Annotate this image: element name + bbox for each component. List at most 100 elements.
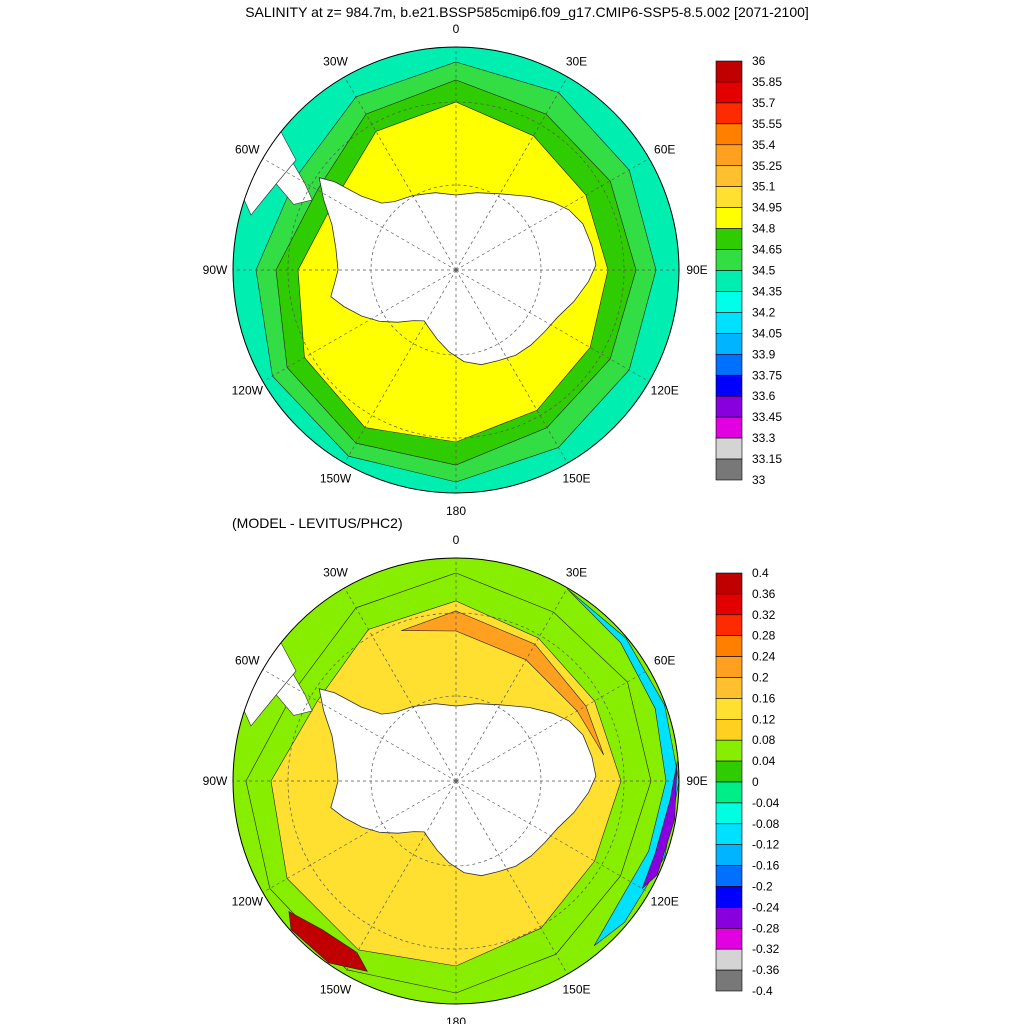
colorbar-label: -0.24 xyxy=(752,900,780,914)
meridian-line xyxy=(344,780,457,975)
longitude-label: 90W xyxy=(203,263,228,277)
colorbar-label: -0.04 xyxy=(752,796,780,810)
colorbar-swatch xyxy=(715,635,743,657)
colorbar-swatch xyxy=(715,907,743,929)
colorbar-swatch xyxy=(715,60,743,83)
colorbar-label: 34.95 xyxy=(752,201,782,215)
colorbar-label: 35.55 xyxy=(752,117,782,131)
longitude-label: 150W xyxy=(320,472,352,486)
salinity-map: 0 30E 60E 90E 120E 150E 180 150W 120W 90W 60W 30W xyxy=(203,22,708,518)
colorbar-swatch xyxy=(715,948,743,971)
map-border xyxy=(232,46,680,494)
longitude-label: 0 xyxy=(453,533,460,547)
colorbar-label: 33.45 xyxy=(752,410,782,424)
colorbar-label: 35.25 xyxy=(752,159,782,173)
colorbar-swatch xyxy=(715,614,743,636)
colorbar-swatch xyxy=(715,823,743,845)
colorbar-label: 0.08 xyxy=(752,733,776,747)
longitude-label: 60E xyxy=(654,654,675,668)
colorbar-label: 0.16 xyxy=(752,691,776,705)
meridian-line xyxy=(455,669,650,782)
longitude-label: 30W xyxy=(323,565,348,579)
colorbar-swatch xyxy=(715,270,743,292)
colorbar-swatch xyxy=(715,144,743,167)
longitude-label: 120E xyxy=(651,895,679,909)
colorbar-label: -0.12 xyxy=(752,838,780,852)
figure-title: SALINITY at z= 984.7m, b.e21.BSSP585cmip… xyxy=(245,4,809,20)
longitude-label: 150E xyxy=(562,472,590,486)
meridian-line xyxy=(455,76,568,271)
colorbar-label: 0.4 xyxy=(752,566,769,580)
meridian-line xyxy=(344,76,457,271)
colorbar-swatch xyxy=(715,865,743,887)
colorbar-swatch xyxy=(715,593,743,616)
colorbar-label: 34.8 xyxy=(752,222,776,236)
colorbar-swatch xyxy=(715,102,743,125)
colorbar-label: 0.36 xyxy=(752,587,776,601)
colorbar-label: 0.2 xyxy=(752,671,769,685)
colorbar-label: 33.15 xyxy=(752,452,782,466)
meridian-line xyxy=(455,780,650,893)
colorbar-swatch xyxy=(715,927,743,950)
colorbar-label: 34.05 xyxy=(752,326,782,340)
longitude-label: 150W xyxy=(320,983,352,997)
longitude-label: 0 xyxy=(453,22,460,36)
colorbar-label: 0.12 xyxy=(752,712,776,726)
colorbar-swatch xyxy=(715,437,743,460)
longitude-label: 120W xyxy=(232,895,264,909)
longitude-label: 120W xyxy=(232,384,264,398)
colorbar-label: 0.24 xyxy=(752,650,776,664)
colorbar-label: 34.5 xyxy=(752,264,776,278)
colorbar-label: -0.16 xyxy=(752,859,780,873)
colorbar-label: -0.28 xyxy=(752,921,780,935)
colorbar-label: 0.04 xyxy=(752,754,776,768)
longitude-label: 60E xyxy=(654,143,675,157)
colorbar-swatch xyxy=(715,718,743,741)
colorbar-swatch xyxy=(715,416,743,439)
colorbar-swatch xyxy=(715,760,743,783)
colorbar-label: 34.35 xyxy=(752,284,782,298)
colorbar-swatch xyxy=(715,458,743,481)
longitude-label: 150E xyxy=(562,983,590,997)
meridian-line xyxy=(344,587,457,782)
colorbar-swatch xyxy=(715,228,743,250)
longitude-label: 30E xyxy=(566,565,587,579)
colorbar-label: 35.1 xyxy=(752,180,776,194)
colorbar-label: 35.85 xyxy=(752,75,782,89)
meridian-line xyxy=(262,158,457,271)
colorbar-label: 36 xyxy=(752,54,766,68)
colorbar-label: 35.7 xyxy=(752,96,776,110)
meridian-line xyxy=(455,158,650,271)
longitude-label: 90E xyxy=(686,774,707,788)
colorbar-swatch xyxy=(715,165,743,188)
colorbar-label: 33.75 xyxy=(752,368,782,382)
colorbar-label: 33.9 xyxy=(752,347,776,361)
colorbar-swatch xyxy=(715,291,743,313)
meridian-line xyxy=(344,269,457,464)
colorbar-label: 33.3 xyxy=(752,431,776,445)
meridian-line xyxy=(455,269,568,464)
colorbar-label: 33 xyxy=(752,473,766,487)
colorbar-swatch xyxy=(715,677,743,699)
longitude-label: 30E xyxy=(566,54,587,68)
longitude-label: 30W xyxy=(323,54,348,68)
region-indian-sector-acc xyxy=(566,588,679,946)
salinity-colorbar: 36 35.85 35.7 35.55 35.4 35.25 35.1 34.95 34.8 34… xyxy=(715,54,782,487)
colorbar-swatch xyxy=(715,802,743,825)
colorbar-swatch xyxy=(715,333,743,355)
colorbar-swatch xyxy=(715,656,743,678)
region-near-90e-to-120e xyxy=(641,761,678,889)
colorbar-swatch xyxy=(715,572,743,595)
longitude-label: 60W xyxy=(235,654,260,668)
colorbar-label: -0.08 xyxy=(752,817,780,831)
colorbar-label: 0.32 xyxy=(752,608,776,622)
anomaly-map: 0 30E 60E 90E 120E 150E 180 150W 120W 90W 60W 30W xyxy=(203,533,708,1029)
meridian-line xyxy=(455,780,568,975)
longitude-label: 180 xyxy=(446,1015,466,1024)
meridian-line xyxy=(455,269,650,382)
longitude-label: 90W xyxy=(203,774,228,788)
colorbar-label: -0.4 xyxy=(752,984,773,998)
meridian-line xyxy=(262,269,457,382)
